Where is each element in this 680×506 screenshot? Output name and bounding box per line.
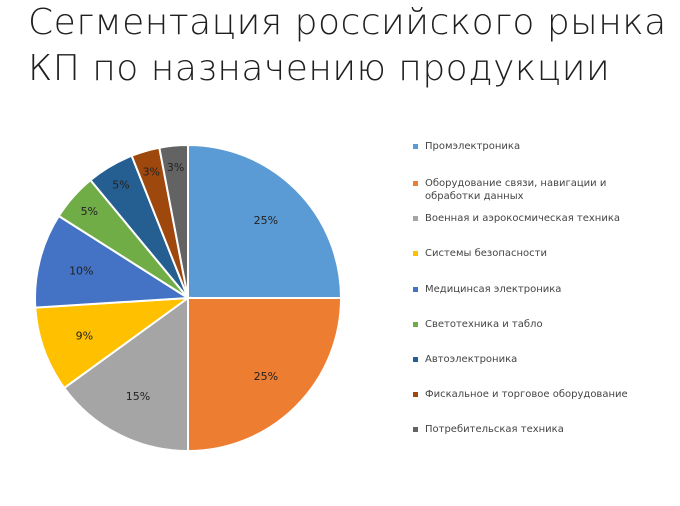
- legend-label: Промэлектроника: [425, 141, 521, 152]
- pie-data-label-9: 3%: [167, 161, 184, 174]
- pie-slice-9: [158, 143, 189, 299]
- legend-item-5: Медицинсая электроника: [413, 283, 648, 296]
- pie-slice-3: [62, 296, 189, 453]
- legend-item-8: Фискальное и торговое оборудование: [413, 388, 648, 401]
- legend-item-2: Оборудование связи, навигации и обработк…: [413, 177, 648, 203]
- pie-data-label-4: 9%: [76, 329, 93, 342]
- legend-swatch: [413, 216, 418, 221]
- legend-label: Медицинсая электроника: [425, 284, 562, 295]
- slide-title: Сегментация российского рынка КП по назн…: [28, 0, 668, 92]
- legend-item-1: Промэлектроника: [413, 140, 648, 153]
- slide-title-line-1: Сегментация российского рынка: [28, 2, 667, 43]
- legend-label: Оборудование связи, навигации и обработк…: [425, 178, 607, 202]
- legend-swatch: [413, 251, 418, 256]
- pie-data-label-7: 5%: [112, 179, 129, 192]
- pie-slice-4: [34, 296, 192, 390]
- pie-chart: 25% 25% 15% 9% 10% 5% 5% 3% 3% Промэлектроника Об…: [18, 120, 658, 470]
- pie-data-label-8: 3%: [143, 166, 160, 179]
- legend-swatch: [413, 392, 418, 397]
- legend-label: Системы безопасности: [425, 248, 547, 259]
- legend-item-3: Военная и аэрокосмическая техника: [413, 212, 648, 225]
- pie-data-label-2: 25%: [254, 370, 278, 383]
- pie-chart-svg: 25% 25% 15% 9% 10% 5% 5% 3% 3%: [34, 143, 343, 453]
- legend-swatch: [413, 181, 418, 186]
- legend-item-7: Автоэлектроника: [413, 353, 648, 366]
- legend-swatch: [413, 322, 418, 327]
- legend-label: Фискальное и торговое оборудование: [425, 389, 628, 400]
- legend-label: Светотехника и табло: [425, 319, 543, 330]
- legend-label: Потребительская техника: [425, 424, 564, 435]
- pie-data-label-5: 10%: [69, 265, 93, 278]
- legend-label: Военная и аэрокосмическая техника: [425, 213, 621, 224]
- pie-data-label-3: 15%: [126, 390, 150, 403]
- legend-item-6: Светотехника и табло: [413, 318, 648, 331]
- legend-swatch: [413, 287, 418, 292]
- slide-title-line-2: КП по назначению продукции: [28, 48, 611, 89]
- legend-label: Автоэлектроника: [425, 354, 518, 365]
- pie-data-label-1: 25%: [254, 214, 278, 227]
- legend-item-9: Потребительская техника: [413, 423, 648, 436]
- legend-swatch: [413, 427, 418, 432]
- legend-swatch: [413, 357, 418, 362]
- legend-item-4: Системы безопасности: [413, 247, 648, 260]
- legend-swatch: [413, 144, 418, 149]
- pie-data-label-6: 5%: [81, 205, 98, 218]
- pie-slice-5: [34, 214, 192, 309]
- pie-slice-2: [187, 297, 343, 453]
- pie-slice-1: [187, 143, 343, 299]
